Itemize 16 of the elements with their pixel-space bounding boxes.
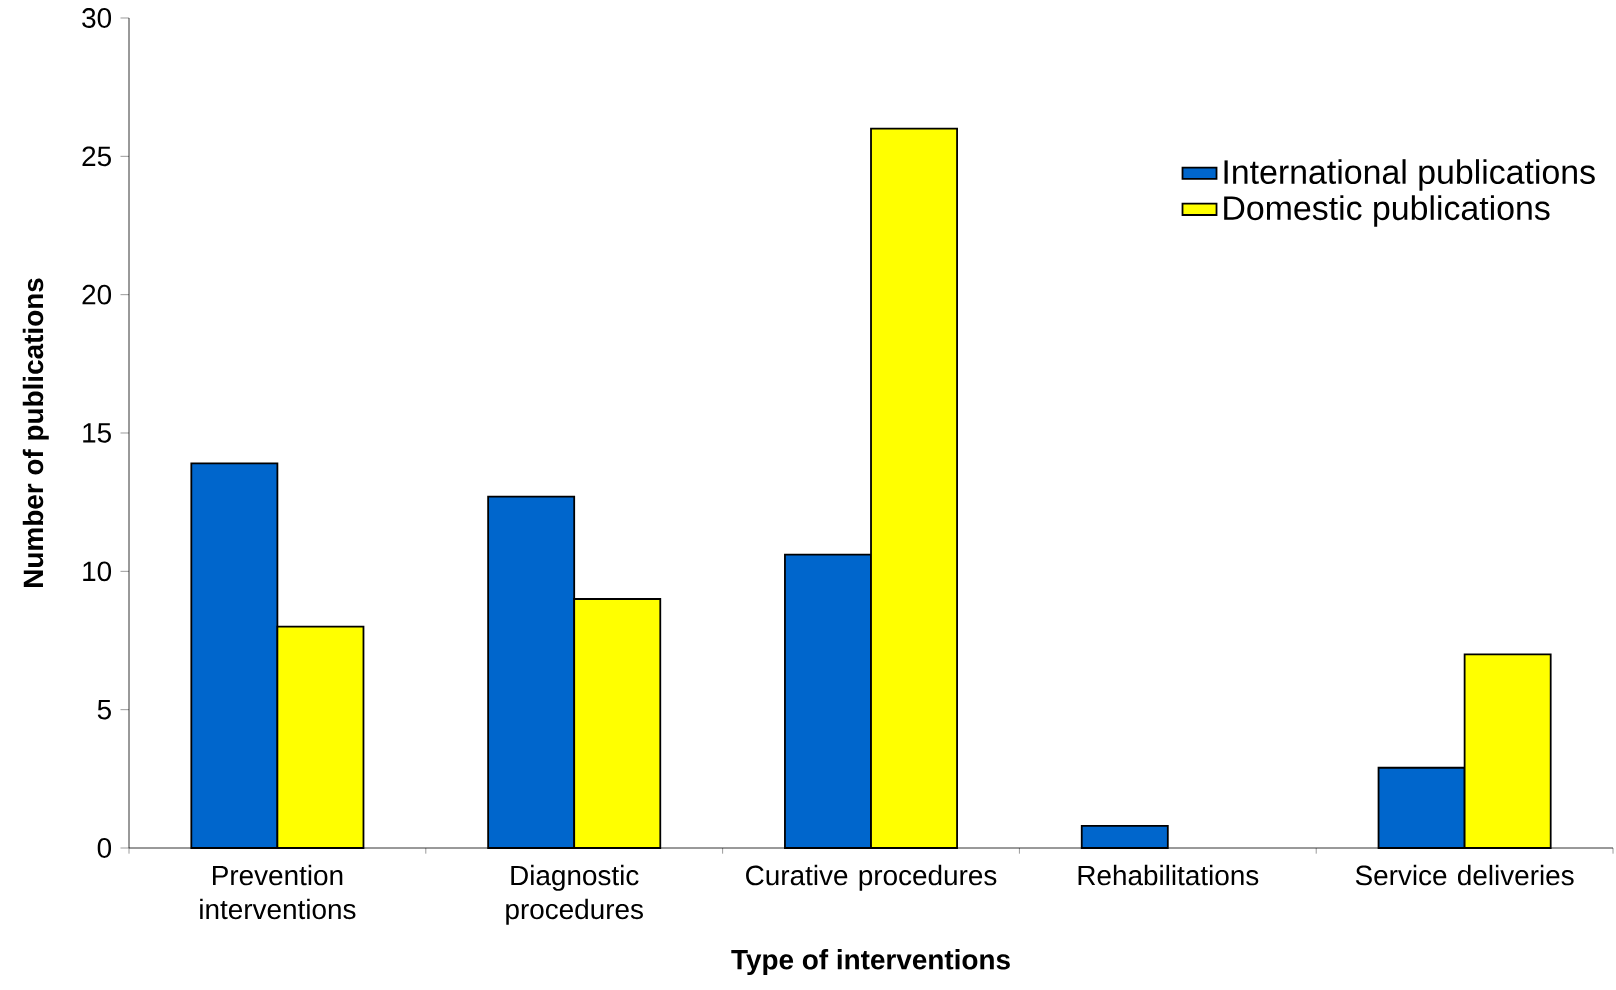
y-tick-label: 10 <box>83 561 112 582</box>
y-tick-label: 30 <box>82 8 112 28</box>
y-tick-label: 20 <box>82 284 112 305</box>
y-tick-label: 15 <box>83 423 111 443</box>
x-tick-label: Curative procedures <box>746 864 997 891</box>
legend-label: International publications <box>1224 159 1595 191</box>
y-tick-label: 5 <box>97 699 111 720</box>
x-tick-label: Prevention interventions <box>200 864 356 920</box>
y-tick-label: 25 <box>82 146 111 167</box>
x-tick-label: Service deliveries <box>1355 864 1574 886</box>
x-axis-title: Type of interventions <box>731 949 1010 976</box>
y-axis-title: Number of publications <box>22 278 49 587</box>
x-tick-label: Diagnostic procedures <box>506 864 643 925</box>
y-tick-label: 0 <box>97 838 112 858</box>
x-tick-label: Rehabilitations <box>1078 864 1259 886</box>
legend-label: Domestic publications <box>1224 195 1550 227</box>
